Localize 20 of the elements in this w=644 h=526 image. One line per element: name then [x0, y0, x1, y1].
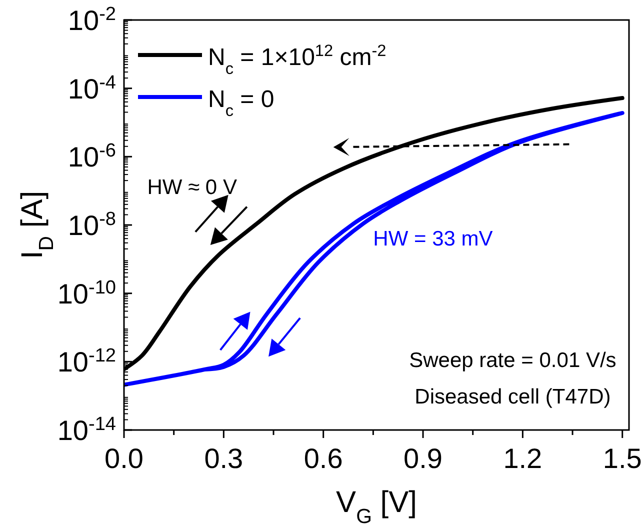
annotation: Diseased cell (T47D) [414, 385, 611, 408]
legend-label: N$_{c}$ = 0 [208, 86, 274, 120]
x-tick-label: 0.3 [204, 443, 244, 474]
annotation: HW ≈ 0 V [147, 176, 237, 200]
x-tick-label: 0.0 [104, 443, 144, 474]
annotation: HW = 33 mV [373, 228, 493, 251]
x-axis-title: V$_{G}$ [V] [336, 486, 417, 526]
x-tick-label: 1.5 [602, 443, 642, 474]
annotation: Sweep rate = 0.01 V/s [409, 348, 616, 372]
legend-label: N$_{c}$ = 1×10$^{12}$ cm$^{-2}$ [208, 42, 386, 78]
y-tick-label: 10$^{-8}$ [68, 208, 116, 241]
y-tick-label: 10$^{-12}$ [57, 345, 116, 378]
y-tick-label: 10$^{-6}$ [68, 140, 116, 173]
x-tick-label: 0.9 [404, 443, 442, 474]
y-tick-label: 10$^{-14}$ [57, 414, 116, 446]
x-tick-label: 1.2 [503, 443, 542, 474]
y-tick-label: 10$^{-2}$ [68, 4, 116, 36]
y-tick-label: 10$^{-10}$ [57, 276, 116, 310]
y-tick-label: 10$^{-4}$ [68, 72, 116, 104]
x-tick-label: 0.6 [304, 443, 343, 474]
